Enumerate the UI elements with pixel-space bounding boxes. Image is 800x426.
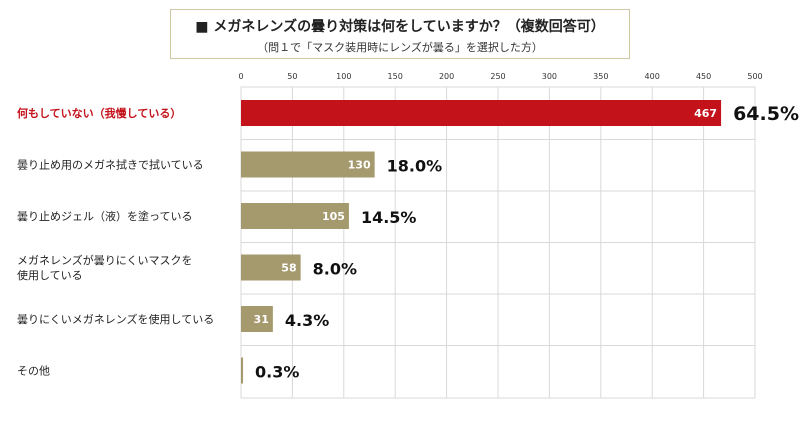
x-tick-label: 250 [490, 72, 505, 81]
bar-percent-label: 18.0% [387, 157, 443, 176]
bar [241, 100, 722, 126]
chart-title: ■ メガネレンズの曇り対策は何をしていますか？（複数回答可） [195, 19, 605, 35]
bar [241, 151, 375, 178]
x-tick-label: 150 [388, 72, 403, 81]
bar [241, 203, 349, 229]
category-label: 何もしていない（我慢している） [17, 106, 181, 120]
bar [241, 306, 273, 332]
category-label: その他 [17, 365, 50, 378]
x-tick-label: 400 [645, 72, 660, 81]
category-label: 曇り止めジェル（液）を塗っている [17, 209, 192, 223]
bar-value-label: 58 [281, 262, 296, 275]
x-tick-label: 300 [542, 72, 557, 81]
bar [241, 254, 301, 281]
category-label: メガネレンズが曇りにくいマスクを使用している [17, 253, 193, 282]
bar-percent-label: 14.5% [361, 208, 417, 227]
x-tick-label: 0 [238, 72, 243, 81]
x-tick-label: 500 [747, 72, 762, 81]
bar-value-label: 130 [348, 159, 371, 172]
x-tick-label: 350 [593, 72, 608, 81]
bar-percent-label: 0.3% [255, 363, 299, 382]
bar-percent-label: 4.3% [285, 311, 329, 330]
category-label: 曇りにくいメガネレンズを使用している [17, 312, 214, 326]
chart-subtitle: （問１で「マスク装用時にレンズが曇る」を選択した方） [257, 41, 543, 54]
chart-title-box: ■ メガネレンズの曇り対策は何をしていますか？（複数回答可） （問１で「マスク装… [170, 9, 630, 59]
bar-value-label: 467 [694, 107, 717, 120]
bar [241, 357, 244, 384]
x-tick-label: 450 [696, 72, 711, 81]
category-label: 曇り止め用のメガネ拭きで拭いている [17, 158, 204, 172]
bar-percent-label: 8.0% [313, 260, 357, 279]
x-tick-label: 100 [336, 72, 351, 81]
bar-value-label: 31 [254, 313, 269, 326]
bar-percent-label: 64.5% [733, 103, 799, 125]
bar-value-label: 105 [322, 210, 345, 223]
x-tick-label: 200 [439, 72, 454, 81]
x-tick-label: 50 [287, 72, 297, 81]
